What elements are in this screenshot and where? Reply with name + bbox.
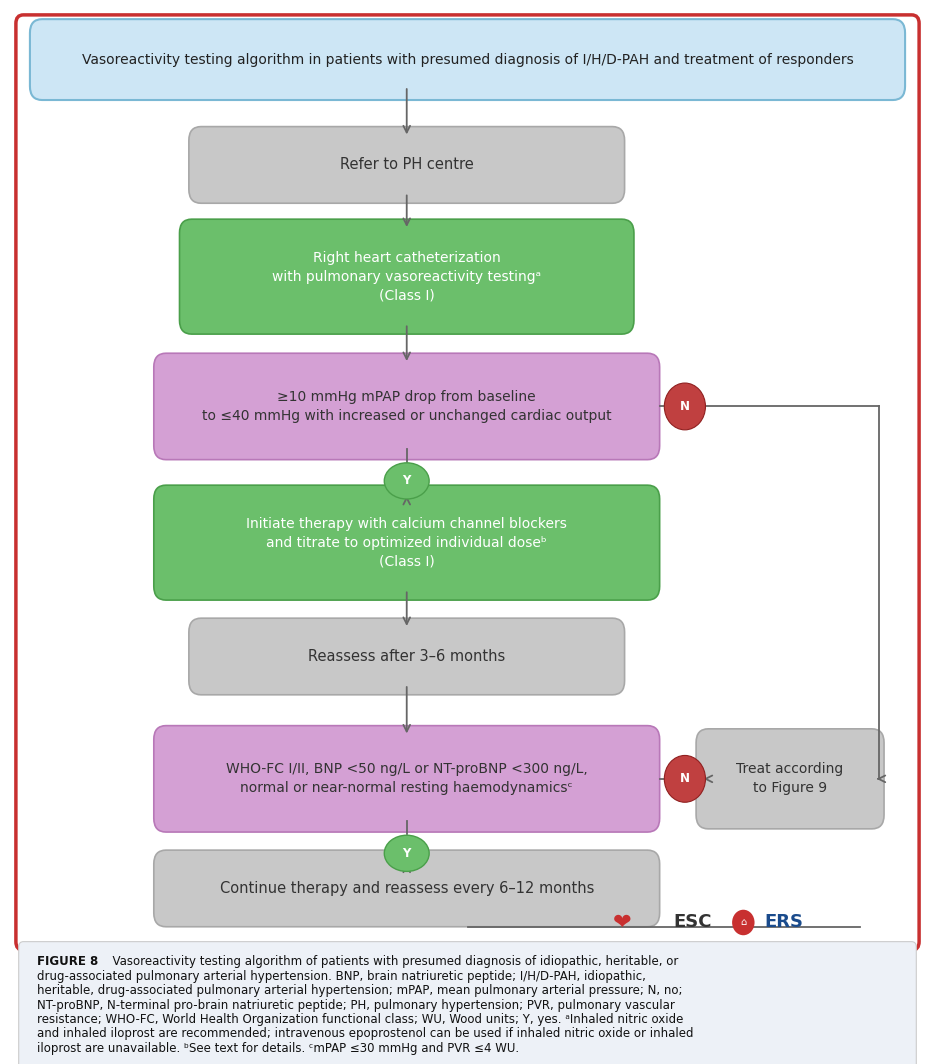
Text: Treat according
to Figure 9: Treat according to Figure 9 (737, 763, 843, 795)
FancyBboxPatch shape (19, 942, 916, 1064)
FancyBboxPatch shape (153, 353, 660, 460)
FancyBboxPatch shape (189, 127, 625, 203)
FancyBboxPatch shape (153, 485, 660, 600)
Text: Vasoreactivity testing algorithm in patients with presumed diagnosis of I/H/D-PA: Vasoreactivity testing algorithm in pati… (81, 52, 854, 67)
Text: Y: Y (403, 475, 410, 487)
Text: ⌂: ⌂ (741, 917, 746, 928)
Text: ERS: ERS (765, 914, 804, 931)
Text: Continue therapy and reassess every 6–12 months: Continue therapy and reassess every 6–12… (220, 881, 594, 896)
Text: drug-associated pulmonary arterial hypertension. BNP, brain natriuretic peptide;: drug-associated pulmonary arterial hyper… (37, 970, 646, 983)
Text: WHO-FC I/II, BNP <50 ng/L or NT-proBNP <300 ng/L,
normal or near-normal resting : WHO-FC I/II, BNP <50 ng/L or NT-proBNP <… (226, 763, 587, 795)
Circle shape (664, 755, 706, 802)
Text: FIGURE 8: FIGURE 8 (37, 955, 99, 968)
Text: Reassess after 3–6 months: Reassess after 3–6 months (309, 649, 505, 664)
Text: ESC: ESC (673, 914, 712, 931)
Text: Right heart catheterization
with pulmonary vasoreactivity testingᵃ
(Class I): Right heart catheterization with pulmona… (272, 251, 541, 302)
Text: NT-proBNP, N-terminal pro-brain natriuretic peptide; PH, pulmonary hypertension;: NT-proBNP, N-terminal pro-brain natriure… (37, 998, 675, 1012)
Ellipse shape (384, 835, 429, 871)
Text: N: N (680, 772, 690, 785)
Ellipse shape (384, 463, 429, 499)
FancyBboxPatch shape (16, 15, 919, 950)
Circle shape (732, 910, 755, 935)
FancyBboxPatch shape (30, 19, 905, 100)
Text: N: N (680, 400, 690, 413)
Text: Y: Y (403, 847, 410, 860)
FancyBboxPatch shape (696, 729, 884, 829)
FancyBboxPatch shape (153, 850, 660, 927)
Text: and inhaled iloprost are recommended; intravenous epoprostenol can be used if in: and inhaled iloprost are recommended; in… (37, 1028, 694, 1041)
Text: ❤: ❤ (612, 913, 631, 932)
FancyBboxPatch shape (153, 726, 660, 832)
Text: Vasoreactivity testing algorithm of patients with presumed diagnosis of idiopath: Vasoreactivity testing algorithm of pati… (105, 955, 678, 968)
Text: heritable, drug-associated pulmonary arterial hypertension; mPAP, mean pulmonary: heritable, drug-associated pulmonary art… (37, 984, 683, 997)
Circle shape (664, 383, 706, 430)
Text: Initiate therapy with calcium channel blockers
and titrate to optimized individu: Initiate therapy with calcium channel bl… (246, 517, 568, 568)
FancyBboxPatch shape (180, 219, 634, 334)
Text: resistance; WHO-FC, World Health Organization functional class; WU, Wood units; : resistance; WHO-FC, World Health Organiz… (37, 1013, 683, 1026)
Text: Refer to PH centre: Refer to PH centre (339, 157, 474, 172)
Text: ≥10 mmHg mPAP drop from baseline
to ≤40 mmHg with increased or unchanged cardiac: ≥10 mmHg mPAP drop from baseline to ≤40 … (202, 390, 611, 422)
Text: iloprost are unavailable. ᵇSee text for details. ᶜmPAP ≤30 mmHg and PVR ≤4 WU.: iloprost are unavailable. ᵇSee text for … (37, 1042, 520, 1054)
FancyBboxPatch shape (189, 618, 625, 695)
